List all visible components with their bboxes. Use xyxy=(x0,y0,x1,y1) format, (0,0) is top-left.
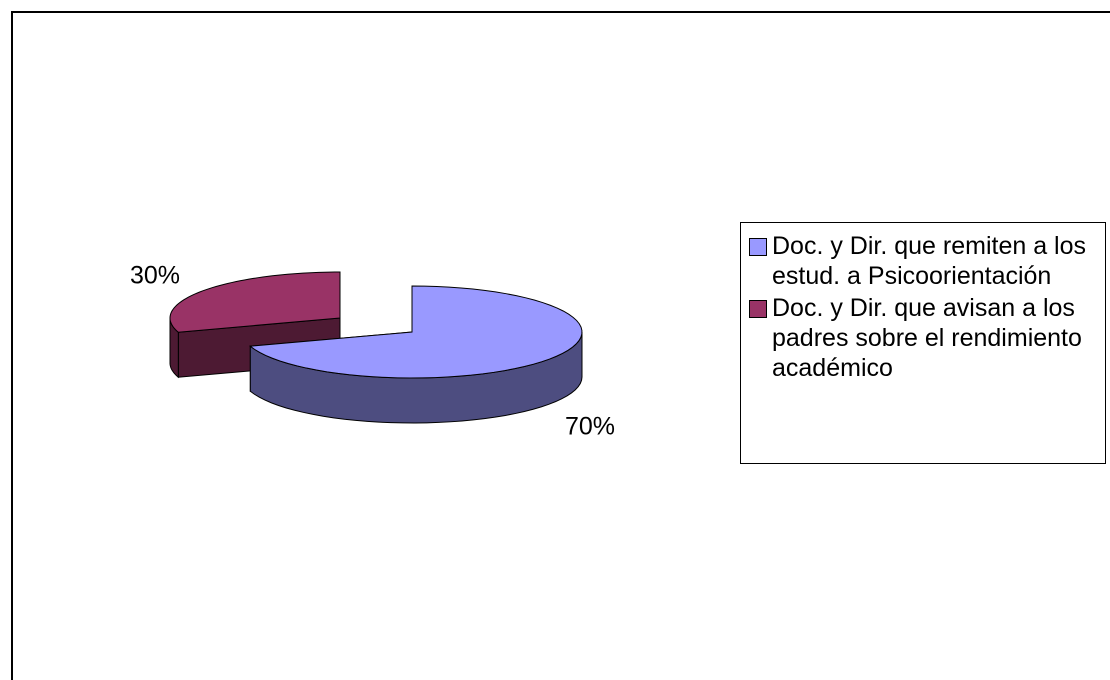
data-label: 70% xyxy=(565,413,615,441)
legend-entry: Doc. y Dir. que avisan a los padres sobr… xyxy=(749,293,1105,383)
legend: Doc. y Dir. que remiten a los estud. a P… xyxy=(740,222,1106,464)
legend-entry: Doc. y Dir. que remiten a los estud. a P… xyxy=(749,231,1105,291)
chart-border xyxy=(11,11,1110,680)
slice xyxy=(248,285,583,379)
legend-swatch xyxy=(749,300,767,318)
legend-label: Doc. y Dir. que avisan a los padres sobr… xyxy=(772,294,1082,382)
legend-swatch xyxy=(749,238,767,256)
slice xyxy=(169,271,341,333)
data-label: 30% xyxy=(130,262,180,290)
legend-label: Doc. y Dir. que remiten a los estud. a P… xyxy=(772,232,1087,290)
